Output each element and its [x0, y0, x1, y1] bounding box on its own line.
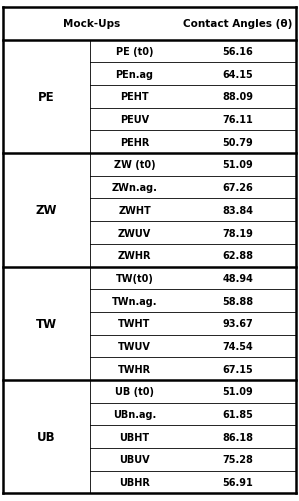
Text: 56.16: 56.16 [222, 47, 253, 57]
Text: 58.88: 58.88 [222, 296, 253, 306]
Text: PEUV: PEUV [120, 115, 149, 125]
Text: UB: UB [37, 430, 56, 443]
Text: TWUV: TWUV [118, 341, 151, 351]
Text: 50.79: 50.79 [222, 137, 253, 147]
Text: 51.09: 51.09 [222, 160, 253, 170]
Text: TWHT: TWHT [118, 319, 151, 329]
Text: 61.85: 61.85 [222, 409, 253, 419]
Text: 75.28: 75.28 [222, 454, 253, 464]
Text: 74.54: 74.54 [222, 341, 253, 351]
Text: PEHT: PEHT [120, 92, 149, 102]
Text: PEHR: PEHR [120, 137, 149, 147]
Text: 78.19: 78.19 [222, 228, 253, 238]
Text: 62.88: 62.88 [222, 250, 253, 261]
Text: UBn.ag.: UBn.ag. [113, 409, 156, 419]
Text: 64.15: 64.15 [222, 70, 253, 80]
Text: UB (t0): UB (t0) [115, 387, 154, 397]
Text: ZWHR: ZWHR [118, 250, 151, 261]
Text: UBUV: UBUV [119, 454, 150, 464]
Text: PE (t0): PE (t0) [116, 47, 153, 57]
Text: Mock-Ups: Mock-Ups [62, 19, 120, 29]
Text: 48.94: 48.94 [222, 274, 253, 284]
Text: ZWn.ag.: ZWn.ag. [112, 183, 158, 193]
Text: TWn.ag.: TWn.ag. [112, 296, 157, 306]
Text: UBHT: UBHT [120, 432, 150, 442]
Text: 83.84: 83.84 [222, 205, 253, 215]
Text: ZW: ZW [36, 204, 57, 217]
Text: UBHR: UBHR [119, 477, 150, 487]
Text: PE: PE [38, 91, 55, 104]
Text: 76.11: 76.11 [222, 115, 253, 125]
Text: PEn.ag: PEn.ag [115, 70, 154, 80]
Text: TWHR: TWHR [118, 364, 151, 374]
Text: ZWHT: ZWHT [118, 205, 151, 215]
Text: ZWUV: ZWUV [118, 228, 151, 238]
Text: 86.18: 86.18 [222, 432, 253, 442]
Text: 88.09: 88.09 [222, 92, 253, 102]
Text: 67.15: 67.15 [222, 364, 253, 374]
Text: 93.67: 93.67 [222, 319, 253, 329]
Text: 67.26: 67.26 [222, 183, 253, 193]
Text: 56.91: 56.91 [222, 477, 253, 487]
Text: ZW (t0): ZW (t0) [114, 160, 155, 170]
Text: TW(t0): TW(t0) [116, 274, 153, 284]
Text: Contact Angles (θ): Contact Angles (θ) [183, 19, 292, 29]
Text: 51.09: 51.09 [222, 387, 253, 397]
Text: TW: TW [36, 317, 57, 330]
